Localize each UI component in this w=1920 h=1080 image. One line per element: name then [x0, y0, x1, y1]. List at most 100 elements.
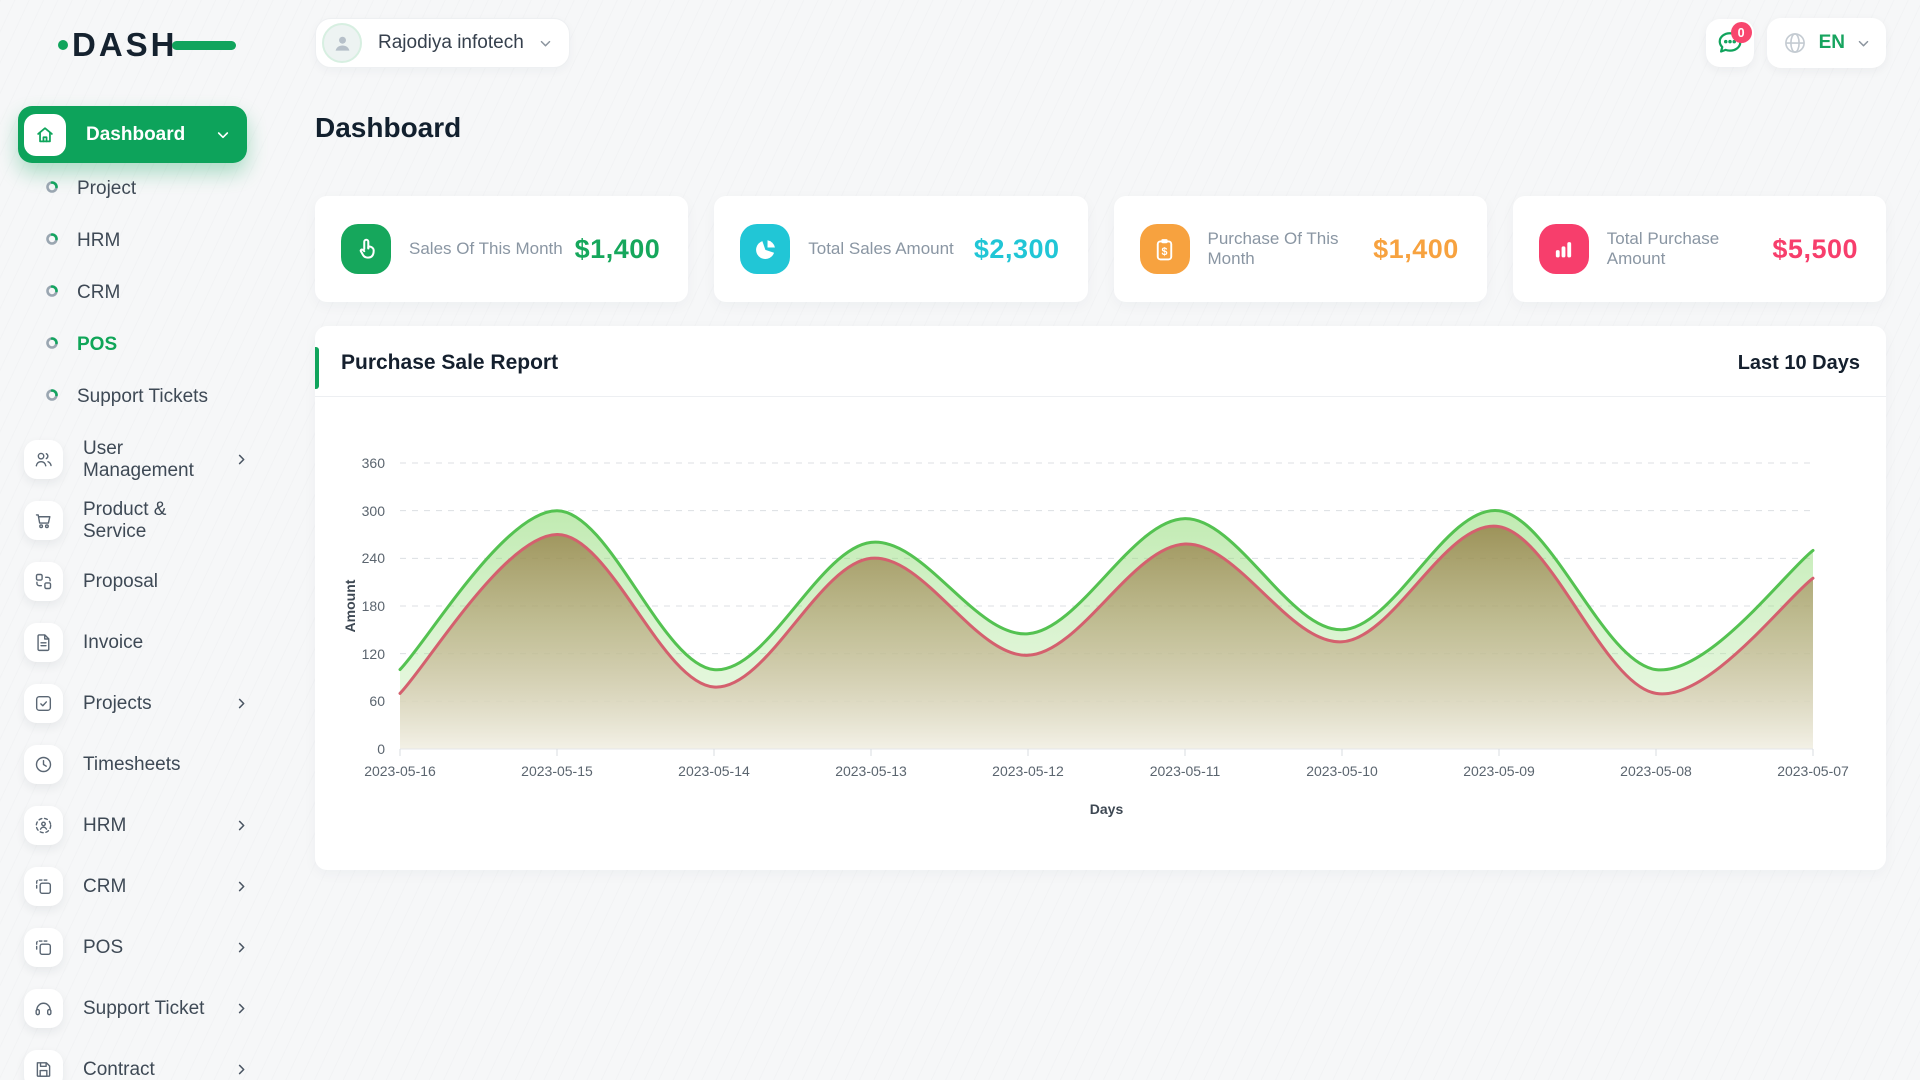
sidebar-subitem-hrm[interactable]: HRM	[0, 215, 265, 267]
bullet-donut-icon	[45, 180, 59, 199]
x-tick-label: 2023-05-15	[521, 763, 593, 779]
sidebar-item-label: Invoice	[83, 631, 144, 653]
chevron-right-icon	[234, 1062, 249, 1077]
save-icon	[24, 1050, 63, 1080]
sidebar-subitem-label: CRM	[77, 282, 121, 303]
logo-bar-icon	[172, 41, 236, 50]
company-name: Rajodiya infotech	[378, 32, 524, 53]
stat-value: $2,300	[973, 233, 1060, 264]
chevron-right-icon	[234, 879, 249, 894]
sidebar-subitem-label: POS	[77, 334, 118, 355]
bullet-donut-icon	[45, 232, 59, 251]
y-tick-label: 0	[377, 741, 385, 757]
chevron-down-icon	[1858, 40, 1869, 46]
chart-title: Purchase Sale Report	[341, 351, 559, 374]
chevron-right-icon	[234, 1001, 249, 1016]
stat-card-sales-of-this-month: Sales Of This Month $1,400	[315, 196, 689, 302]
chevron-right-icon	[234, 818, 249, 833]
main-content: Rajodiya infotech 0 EN Dashboard S	[265, 0, 1920, 870]
y-tick-label: 120	[361, 645, 385, 662]
language-code: EN	[1818, 32, 1845, 53]
sidebar-subitem-support-tickets[interactable]: Support Tickets	[0, 371, 265, 423]
sidebar-item-dashboard[interactable]: Dashboard	[18, 106, 247, 163]
stat-label: Sales Of This Month	[409, 239, 563, 258]
x-tick-label: 2023-05-07	[1777, 763, 1849, 779]
pie-chart-icon	[740, 224, 791, 274]
sidebar-item-crm[interactable]: CRM	[0, 856, 265, 917]
y-tick-label: 60	[369, 693, 385, 710]
sidebar-item-product-service[interactable]: Product & Service	[0, 490, 265, 551]
sidebar-subitem-label: Support Tickets	[77, 386, 208, 407]
x-tick-label: 2023-05-14	[678, 763, 750, 779]
sidebar-item-label: Support Ticket	[83, 997, 205, 1019]
sidebar-item-label: CRM	[83, 875, 127, 897]
sidebar-mainnav: User Management Product & Service Propos…	[0, 429, 265, 1080]
sidebar-item-hrm[interactable]: HRM	[0, 795, 265, 856]
users-icon	[24, 440, 63, 479]
x-tick-label: 2023-05-13	[835, 763, 907, 779]
sidebar-subitem-label: Project	[77, 178, 137, 199]
x-tick-label: 2023-05-12	[992, 763, 1064, 779]
y-axis-title: Amount	[342, 579, 358, 633]
chart-range-label: Last 10 Days	[1737, 351, 1860, 374]
y-tick-label: 360	[361, 455, 385, 471]
sidebar-item-label: HRM	[83, 814, 127, 836]
x-axis-title: Days	[1089, 801, 1124, 817]
x-tick-label: 2023-05-09	[1463, 763, 1535, 779]
area-chart	[398, 462, 1815, 756]
invoice-icon	[24, 623, 63, 662]
bullet-donut-icon	[45, 336, 59, 355]
sidebar-item-contract[interactable]: Contract	[0, 1039, 265, 1080]
sidebar-item-pos[interactable]: POS	[0, 917, 265, 978]
sidebar-item-user-management[interactable]: User Management	[0, 429, 265, 490]
accent-bar	[315, 347, 319, 389]
stat-value: $1,400	[574, 233, 661, 264]
check-square-icon	[24, 684, 63, 723]
sidebar-item-label: Dashboard	[86, 123, 186, 145]
bullet-donut-icon	[45, 388, 59, 407]
topbar: Rajodiya infotech 0 EN	[315, 0, 1886, 74]
home-icon	[24, 113, 66, 156]
notification-badge: 0	[1730, 22, 1752, 43]
x-tick-label: 2023-05-11	[1149, 763, 1221, 779]
language-selector[interactable]: EN	[1766, 18, 1886, 68]
sidebar-item-label: Contract	[83, 1058, 155, 1080]
sidebar-subitem-label: HRM	[77, 230, 121, 251]
sidebar-item-invoice[interactable]: Invoice	[0, 612, 265, 673]
scan-user-icon	[24, 806, 63, 845]
y-tick-label: 300	[361, 502, 385, 519]
y-axis: 0 60 120 180 240 300 360	[315, 455, 385, 757]
page-title: Dashboard	[315, 112, 462, 143]
chart-plot-area: 0 60 120 180 240 300 360 Amount	[315, 397, 1886, 757]
sidebar-item-label: Proposal	[83, 570, 158, 592]
stats-row: Sales Of This Month $1,400 Total Sales A…	[315, 196, 1886, 302]
logo-text: DASH	[72, 26, 178, 63]
stat-label: Total Purchase Amount	[1606, 229, 1720, 268]
x-tick-label: 2023-05-10	[1306, 763, 1378, 779]
y-tick-label: 180	[361, 598, 385, 614]
overlap-squares-icon	[24, 867, 63, 906]
sidebar-subitem-project[interactable]: Project	[0, 163, 265, 215]
overlap-squares-icon	[24, 928, 63, 967]
purchase-sale-report-card: Purchase Sale Report Last 10 Days 0 60 120…	[315, 326, 1886, 870]
messages-button[interactable]: 0	[1705, 19, 1754, 67]
company-selector[interactable]: Rajodiya infotech	[315, 18, 570, 68]
svg-text:$: $	[1162, 245, 1168, 257]
sidebar-item-projects[interactable]: Projects	[0, 673, 265, 734]
chevron-down-icon	[540, 40, 551, 46]
sidebar-subitem-crm[interactable]: CRM	[0, 267, 265, 319]
chevron-right-icon	[234, 452, 249, 467]
x-axis: 2023-05-16 2023-05-15 2023-05-14 2023-05-13…	[364, 763, 1849, 783]
sidebar-item-support-ticket[interactable]: Support Ticket	[0, 978, 265, 1039]
stat-card-purchase-of-this-month: $ Purchase Of This Month $1,400	[1113, 196, 1487, 302]
stat-card-total-sales-amount: Total Sales Amount $2,300	[714, 196, 1088, 302]
chevron-right-icon	[234, 696, 249, 711]
sidebar-item-label: Timesheets	[83, 753, 181, 775]
sidebar-item-timesheets[interactable]: Timesheets	[0, 734, 265, 795]
sidebar-subitem-pos[interactable]: POS	[0, 319, 265, 371]
sidebar-item-proposal[interactable]: Proposal	[0, 551, 265, 612]
sidebar-subnav: Project HRM CRM POS	[0, 163, 265, 423]
brand-logo[interactable]: DASH	[58, 25, 236, 65]
bullet-donut-icon	[45, 284, 59, 303]
logo-dot-icon	[58, 40, 68, 50]
